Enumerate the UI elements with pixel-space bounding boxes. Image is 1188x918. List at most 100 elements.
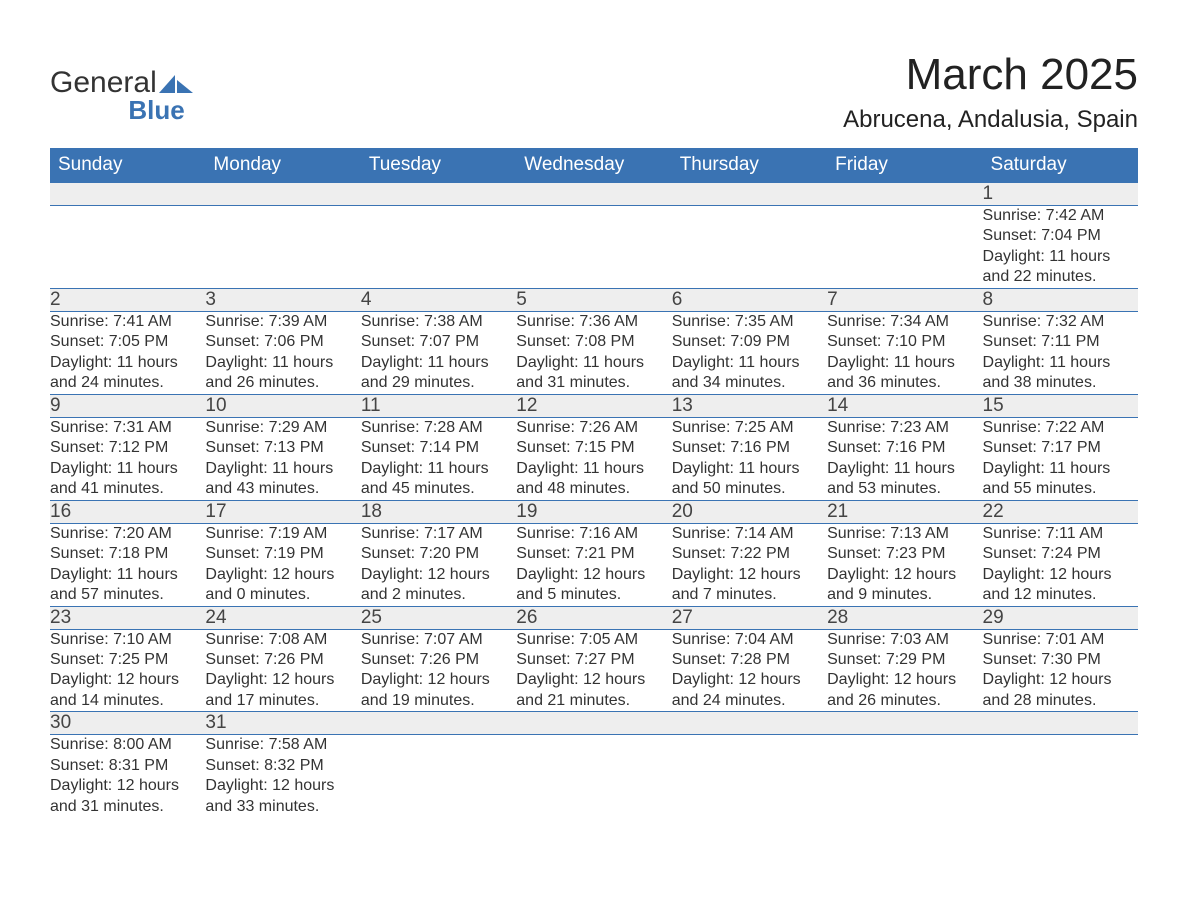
- day-number-cell: 2: [50, 288, 205, 311]
- day-details-cell: Sunrise: 8:00 AMSunset: 8:31 PMDaylight:…: [50, 735, 205, 817]
- sunset-line: Sunset: 7:25 PM: [50, 651, 168, 668]
- sunrise-line: Sunrise: 7:23 AM: [827, 419, 949, 436]
- day-number-cell: 6: [672, 288, 827, 311]
- day-number-cell: 23: [50, 606, 205, 629]
- day-details-cell: [516, 206, 671, 289]
- daylight-line: Daylight: 11 hours and 45 minutes.: [361, 460, 489, 497]
- sunrise-line: Sunrise: 7:01 AM: [983, 631, 1105, 648]
- day-number-cell: [516, 183, 671, 206]
- daylight-line: Daylight: 11 hours and 41 minutes.: [50, 460, 178, 497]
- day-number-cell: [516, 712, 671, 735]
- sunset-line: Sunset: 7:05 PM: [50, 333, 168, 350]
- sunrise-line: Sunrise: 7:38 AM: [361, 313, 483, 330]
- daylight-line: Daylight: 11 hours and 24 minutes.: [50, 354, 178, 391]
- day-number-cell: 19: [516, 500, 671, 523]
- day-details-cell: Sunrise: 7:23 AMSunset: 7:16 PMDaylight:…: [827, 417, 982, 500]
- page-title: March 2025: [843, 50, 1138, 100]
- day-details-cell: Sunrise: 7:58 AMSunset: 8:32 PMDaylight:…: [205, 735, 360, 817]
- sunrise-line: Sunrise: 7:34 AM: [827, 313, 949, 330]
- sunrise-line: Sunrise: 8:00 AM: [50, 736, 172, 753]
- sunrise-line: Sunrise: 7:10 AM: [50, 631, 172, 648]
- sunset-line: Sunset: 7:23 PM: [827, 545, 945, 562]
- day-details-cell: [516, 735, 671, 817]
- sunrise-line: Sunrise: 7:42 AM: [983, 207, 1105, 224]
- sunset-line: Sunset: 7:10 PM: [827, 333, 945, 350]
- column-header: Saturday: [983, 148, 1138, 183]
- day-number-cell: 28: [827, 606, 982, 629]
- day-number-cell: 5: [516, 288, 671, 311]
- day-details-cell: Sunrise: 7:22 AMSunset: 7:17 PMDaylight:…: [983, 417, 1138, 500]
- sunset-line: Sunset: 7:19 PM: [205, 545, 323, 562]
- sunset-line: Sunset: 7:17 PM: [983, 439, 1101, 456]
- day-number-cell: 3: [205, 288, 360, 311]
- logo-word2: Blue: [50, 95, 193, 126]
- day-number-cell: 17: [205, 500, 360, 523]
- day-details-cell: [672, 206, 827, 289]
- day-details-cell: Sunrise: 7:25 AMSunset: 7:16 PMDaylight:…: [672, 417, 827, 500]
- sunset-line: Sunset: 7:15 PM: [516, 439, 634, 456]
- day-details-cell: Sunrise: 7:04 AMSunset: 7:28 PMDaylight:…: [672, 629, 827, 712]
- day-number-cell: 10: [205, 394, 360, 417]
- sunset-line: Sunset: 7:30 PM: [983, 651, 1101, 668]
- day-number-cell: 18: [361, 500, 516, 523]
- daynum-row: 23242526272829: [50, 606, 1138, 629]
- day-number-cell: 13: [672, 394, 827, 417]
- day-details-cell: Sunrise: 7:01 AMSunset: 7:30 PMDaylight:…: [983, 629, 1138, 712]
- daylight-line: Daylight: 12 hours and 33 minutes.: [205, 777, 334, 814]
- sunrise-line: Sunrise: 7:07 AM: [361, 631, 483, 648]
- day-details-cell: Sunrise: 7:28 AMSunset: 7:14 PMDaylight:…: [361, 417, 516, 500]
- day-details-cell: Sunrise: 7:41 AMSunset: 7:05 PMDaylight:…: [50, 311, 205, 394]
- day-details-cell: [827, 206, 982, 289]
- day-details-cell: Sunrise: 7:35 AMSunset: 7:09 PMDaylight:…: [672, 311, 827, 394]
- day-details-cell: Sunrise: 7:19 AMSunset: 7:19 PMDaylight:…: [205, 523, 360, 606]
- sunrise-line: Sunrise: 7:16 AM: [516, 525, 638, 542]
- day-details-cell: Sunrise: 7:10 AMSunset: 7:25 PMDaylight:…: [50, 629, 205, 712]
- day-number-cell: 15: [983, 394, 1138, 417]
- day-details-cell: Sunrise: 7:14 AMSunset: 7:22 PMDaylight:…: [672, 523, 827, 606]
- day-details-cell: Sunrise: 7:31 AMSunset: 7:12 PMDaylight:…: [50, 417, 205, 500]
- daylight-line: Daylight: 11 hours and 50 minutes.: [672, 460, 800, 497]
- daynum-row: 16171819202122: [50, 500, 1138, 523]
- day-number-cell: 4: [361, 288, 516, 311]
- daylight-line: Daylight: 12 hours and 0 minutes.: [205, 566, 334, 603]
- sunrise-line: Sunrise: 7:22 AM: [983, 419, 1105, 436]
- daynum-row: 1: [50, 183, 1138, 206]
- day-details-cell: Sunrise: 7:07 AMSunset: 7:26 PMDaylight:…: [361, 629, 516, 712]
- day-number-cell: 31: [205, 712, 360, 735]
- sunrise-line: Sunrise: 7:11 AM: [983, 525, 1104, 542]
- sunset-line: Sunset: 7:08 PM: [516, 333, 634, 350]
- details-row: Sunrise: 7:41 AMSunset: 7:05 PMDaylight:…: [50, 311, 1138, 394]
- daylight-line: Daylight: 12 hours and 17 minutes.: [205, 671, 334, 708]
- daylight-line: Daylight: 11 hours and 48 minutes.: [516, 460, 644, 497]
- sunset-line: Sunset: 7:09 PM: [672, 333, 790, 350]
- sunset-line: Sunset: 7:21 PM: [516, 545, 634, 562]
- sunset-line: Sunset: 7:29 PM: [827, 651, 945, 668]
- day-details-cell: Sunrise: 7:38 AMSunset: 7:07 PMDaylight:…: [361, 311, 516, 394]
- day-number-cell: 25: [361, 606, 516, 629]
- day-number-cell: [672, 183, 827, 206]
- sunrise-line: Sunrise: 7:31 AM: [50, 419, 172, 436]
- day-details-cell: [205, 206, 360, 289]
- sunrise-line: Sunrise: 7:05 AM: [516, 631, 638, 648]
- day-details-cell: Sunrise: 7:11 AMSunset: 7:24 PMDaylight:…: [983, 523, 1138, 606]
- day-details-cell: Sunrise: 7:03 AMSunset: 7:29 PMDaylight:…: [827, 629, 982, 712]
- day-details-cell: [672, 735, 827, 817]
- day-number-cell: [827, 183, 982, 206]
- daylight-line: Daylight: 12 hours and 2 minutes.: [361, 566, 490, 603]
- sunset-line: Sunset: 7:13 PM: [205, 439, 323, 456]
- daylight-line: Daylight: 11 hours and 22 minutes.: [983, 248, 1111, 285]
- daynum-row: 3031: [50, 712, 1138, 735]
- day-number-cell: [827, 712, 982, 735]
- day-details-cell: Sunrise: 7:13 AMSunset: 7:23 PMDaylight:…: [827, 523, 982, 606]
- column-header: Monday: [205, 148, 360, 183]
- day-number-cell: 7: [827, 288, 982, 311]
- daylight-line: Daylight: 12 hours and 26 minutes.: [827, 671, 956, 708]
- sunset-line: Sunset: 7:28 PM: [672, 651, 790, 668]
- daynum-row: 9101112131415: [50, 394, 1138, 417]
- calendar-table: SundayMondayTuesdayWednesdayThursdayFrid…: [50, 148, 1138, 817]
- calendar-body: 1 Sunrise: 7:42 AM Sunset: 7:04 PM Dayligh…: [50, 183, 1138, 818]
- sunset-line: Sunset: 7:04 PM: [983, 227, 1101, 244]
- sunset-line: Sunset: 8:32 PM: [205, 757, 323, 774]
- sunset-line: Sunset: 7:22 PM: [672, 545, 790, 562]
- sunset-line: Sunset: 7:07 PM: [361, 333, 479, 350]
